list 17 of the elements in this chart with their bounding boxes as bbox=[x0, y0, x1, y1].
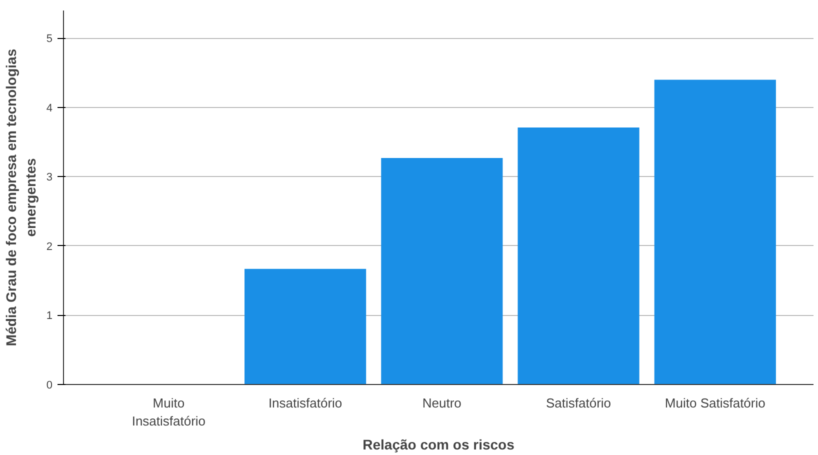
x-tick-label: Muito Insatisfatório bbox=[132, 396, 206, 428]
y-tick-label: 4 bbox=[46, 102, 53, 114]
y-tick-label: 3 bbox=[46, 172, 53, 184]
y-tick-label: 2 bbox=[46, 240, 53, 253]
bar bbox=[518, 128, 640, 384]
y-axis-title: Média Grau de foco empresa em tecnologias emergentes bbox=[3, 48, 38, 346]
y-tick-label: 1 bbox=[46, 310, 53, 322]
bar bbox=[244, 268, 366, 384]
bar bbox=[381, 158, 503, 384]
x-axis-title: Relação com os riscos bbox=[362, 436, 515, 452]
y-tick-label: 0 bbox=[46, 380, 53, 392]
x-tick-label: Insatisfatório bbox=[268, 396, 342, 410]
x-tick-label: Satisfatório bbox=[546, 396, 612, 410]
x-tick-label: Muito Satisfatório bbox=[664, 396, 766, 410]
y-tick-label: 5 bbox=[46, 33, 53, 46]
x-tick-label: Neutro bbox=[422, 396, 462, 410]
bar bbox=[654, 80, 776, 384]
